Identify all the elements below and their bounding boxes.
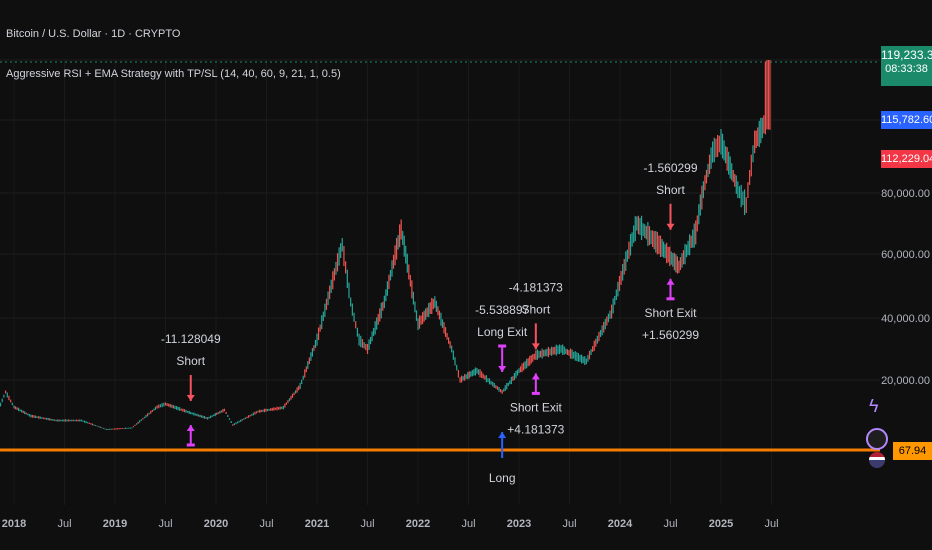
signal-arrow-head	[531, 373, 540, 380]
x-tick-label: 2021	[305, 518, 329, 530]
x-tick-label: Jul	[57, 518, 71, 530]
x-tick-label: 2020	[204, 518, 228, 530]
x-tick-label: Jul	[461, 518, 475, 530]
signal-short[interactable]: -11.128049 Short	[161, 332, 221, 401]
signal-long[interactable]: Long	[489, 432, 516, 485]
x-tick-label: 2018	[2, 518, 26, 530]
rsi-value-tag: 67.94	[893, 442, 932, 460]
signal-label: +1.560299	[642, 328, 699, 342]
signal-label: Short	[176, 354, 205, 368]
signal-short[interactable]: -1.560299 Short	[643, 161, 698, 230]
y-tick-label: 20,000.00	[881, 375, 930, 387]
signal-arrow-head	[531, 343, 540, 350]
time-axis[interactable]: 2018 Jul 2019 Jul 2020 Jul 2021 Jul 2022 Jul 2023 J…	[0, 505, 932, 550]
last-price-label: 119,233.32	[881, 48, 932, 62]
signal-label: Short	[656, 183, 685, 197]
price-series	[0, 60, 771, 430]
x-tick-label: 2025	[709, 518, 733, 530]
y-tick-label: 60,000.00	[881, 249, 930, 261]
alert-icon[interactable]	[866, 428, 888, 450]
x-tick-label: 2022	[406, 518, 430, 530]
signal-label: -4.181373	[509, 280, 563, 294]
signal-label: -1.560299	[643, 161, 697, 175]
strategy-title[interactable]: Aggressive RSI + EMA Strategy with TP/SL…	[6, 68, 341, 80]
countdown-label: 08:33:38	[885, 63, 928, 75]
signal-label: +4.181373	[507, 422, 564, 436]
signal-label: Short Exit	[644, 306, 697, 320]
price-axis[interactable]: 20,000.00 40,000.00 60,000.00 80,000.00	[881, 188, 930, 387]
x-tick-label: Jul	[562, 518, 576, 530]
signal-label: Long	[489, 471, 516, 485]
x-tick-label: Jul	[764, 518, 778, 530]
x-tick-label: 2024	[608, 518, 633, 530]
signal-exit[interactable]: Short Exit +4.181373	[507, 373, 565, 436]
signal-short[interactable]: -4.181373 Short	[509, 280, 563, 350]
last-price-tag: 119,233.32 08:33:38	[881, 46, 932, 86]
signal-arrow-head	[498, 366, 507, 372]
ema-price-tag: 115,782.60	[881, 111, 932, 129]
x-tick-label: 2023	[507, 518, 531, 530]
signal-exit[interactable]	[186, 425, 195, 447]
signal-label: -11.128049	[161, 332, 221, 346]
x-tick-label: Jul	[259, 518, 273, 530]
y-tick-label: 40,000.00	[881, 313, 930, 325]
x-tick-label: Jul	[158, 518, 172, 530]
time-axis-bg	[0, 505, 932, 550]
signal-label: Short Exit	[510, 400, 563, 414]
flag-icon[interactable]	[869, 452, 885, 468]
signal-arrow-head	[498, 432, 507, 438]
signal-label: Long Exit	[477, 325, 528, 339]
y-tick-label: 80,000.00	[881, 188, 930, 200]
signal-exit[interactable]: Short Exit +1.560299	[642, 278, 699, 342]
sl-price-tag: 112,229.04	[881, 150, 932, 168]
grid-lines	[0, 59, 880, 505]
signal-arrow-head	[666, 223, 675, 230]
signal-arrow-head	[186, 425, 195, 431]
signal-arrow-head	[666, 278, 675, 285]
x-tick-label: 2019	[103, 518, 127, 530]
x-tick-label: Jul	[360, 518, 374, 530]
signal-exit[interactable]: -5.538897 Long Exit	[475, 303, 530, 372]
signal-label: Short	[521, 302, 550, 316]
lightning-icon[interactable]: ϟ	[869, 396, 879, 416]
symbol-title: Bitcoin / U.S. Dollar · 1D · CRYPTO	[6, 28, 181, 40]
signal-arrow-head	[186, 395, 195, 401]
x-tick-label: Jul	[663, 518, 677, 530]
signal-label: -5.538897	[475, 303, 529, 317]
